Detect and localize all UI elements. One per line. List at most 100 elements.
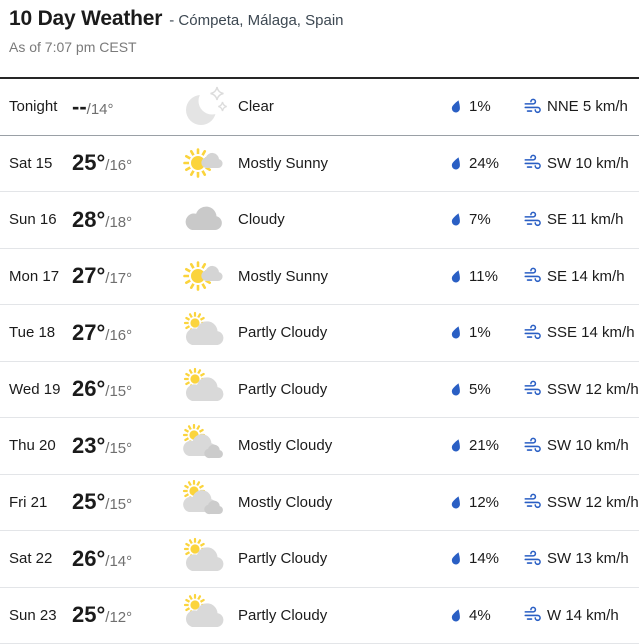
temperature-cell: 27°/16° (72, 320, 180, 346)
wind-gust-icon (523, 380, 541, 398)
wind-value: SE 14 km/h (547, 268, 625, 285)
wind-cell: W 14 km/h (523, 606, 639, 624)
condition-label: Partly Cloudy (228, 607, 450, 624)
high-temp: 25° (72, 489, 105, 514)
wind-gust-icon (523, 324, 541, 342)
forecast-row[interactable]: Thu 20 23°/15° Mostly Cloudy 21% SW 10 k… (0, 418, 639, 475)
wind-cell: SW 10 km/h (523, 437, 639, 455)
forecast-row[interactable]: Sat 15 25°/16° Mostly Sunny 24% SW 10 km… (0, 136, 639, 193)
high-temp: 25° (72, 602, 105, 627)
forecast-row[interactable]: Tue 18 27°/16° Partly Cloudy 1% SSE 14 k… (0, 305, 639, 362)
condition-label: Mostly Cloudy (228, 437, 450, 454)
temperature-cell: 25°/16° (72, 150, 180, 176)
precip-cell: 24% (450, 155, 523, 172)
temperature-cell: 26°/14° (72, 546, 180, 572)
wind-value: SSW 12 km/h (547, 381, 639, 398)
raindrop-icon (450, 99, 463, 114)
precip-percent: 24% (469, 155, 499, 172)
wind-value: W 14 km/h (547, 607, 619, 624)
precip-cell: 4% (450, 607, 523, 624)
high-temp: 26° (72, 546, 105, 571)
precip-percent: 1% (469, 98, 491, 115)
high-temp: 25° (72, 150, 105, 175)
wind-gust-icon (523, 550, 541, 568)
precip-cell: 11% (450, 268, 523, 285)
condition-label: Partly Cloudy (228, 550, 450, 567)
low-temp: /15° (105, 383, 132, 400)
low-temp: /14° (87, 101, 114, 118)
wind-value: SW 10 km/h (547, 437, 629, 454)
precip-percent: 1% (469, 324, 491, 341)
wind-cell: SE 14 km/h (523, 267, 639, 285)
condition-label: Mostly Cloudy (228, 494, 450, 511)
wind-value: SSW 12 km/h (547, 494, 639, 511)
day-label: Tonight (9, 98, 72, 115)
wind-cell: SSE 14 km/h (523, 324, 639, 342)
cloudy-icon (180, 198, 228, 242)
condition-label: Mostly Sunny (228, 268, 450, 285)
wind-gust-icon (523, 211, 541, 229)
raindrop-icon (450, 608, 463, 623)
high-temp: 26° (72, 376, 105, 401)
temperature-cell: --/14° (72, 94, 180, 120)
raindrop-icon (450, 382, 463, 397)
forecast-row[interactable]: Sat 22 26°/14° Partly Cloudy 14% SW 13 k… (0, 531, 639, 588)
wind-gust-icon (523, 437, 541, 455)
high-temp: -- (72, 94, 87, 119)
forecast-row[interactable]: Mon 17 27°/17° Mostly Sunny 11% SE 14 km… (0, 249, 639, 306)
day-label: Mon 17 (9, 268, 72, 285)
partly-cloudy-icon (180, 311, 228, 355)
wind-cell: NNE 5 km/h (523, 98, 639, 116)
day-label: Sun 23 (9, 607, 72, 624)
precip-cell: 1% (450, 324, 523, 341)
high-temp: 23° (72, 433, 105, 458)
wind-cell: SW 13 km/h (523, 550, 639, 568)
day-label: Sun 16 (9, 211, 72, 228)
wind-cell: SE 11 km/h (523, 211, 639, 229)
wind-value: SE 11 km/h (547, 211, 623, 228)
condition-label: Mostly Sunny (228, 155, 450, 172)
forecast-row[interactable]: Tonight --/14° Clear 1% NNE 5 km/h (0, 79, 639, 136)
day-label: Fri 21 (9, 494, 72, 511)
partly-cloudy-icon (180, 537, 228, 581)
high-temp: 27° (72, 263, 105, 288)
as-of-timestamp: As of 7:07 pm CEST (9, 39, 629, 56)
condition-label: Cloudy (228, 211, 450, 228)
day-label: Thu 20 (9, 437, 72, 454)
precip-percent: 5% (469, 381, 491, 398)
forecast-row[interactable]: Fri 21 25°/15° Mostly Cloudy 12% SSW 12 … (0, 475, 639, 532)
temperature-cell: 28°/18° (72, 207, 180, 233)
wind-value: SW 10 km/h (547, 155, 629, 172)
condition-label: Partly Cloudy (228, 381, 450, 398)
temperature-cell: 23°/15° (72, 433, 180, 459)
wind-gust-icon (523, 267, 541, 285)
page-title: 10 Day Weather (9, 5, 162, 32)
wind-cell: SSW 12 km/h (523, 380, 639, 398)
wind-cell: SSW 12 km/h (523, 493, 639, 511)
low-temp: /15° (105, 496, 132, 513)
wind-value: SW 13 km/h (547, 550, 629, 567)
partly-cloudy-icon (180, 593, 228, 637)
raindrop-icon (450, 325, 463, 340)
raindrop-icon (450, 212, 463, 227)
raindrop-icon (450, 551, 463, 566)
partly-cloudy-icon (180, 367, 228, 411)
low-temp: /17° (105, 270, 132, 287)
wind-gust-icon (523, 606, 541, 624)
clear-night-icon (180, 85, 228, 129)
high-temp: 28° (72, 207, 105, 232)
precip-percent: 7% (469, 211, 491, 228)
low-temp: /16° (105, 157, 132, 174)
precip-percent: 21% (469, 437, 499, 454)
low-temp: /14° (105, 553, 132, 570)
forecast-row[interactable]: Wed 19 26°/15° Partly Cloudy 5% SSW 12 k… (0, 362, 639, 419)
forecast-row[interactable]: Sun 16 28°/18° Cloudy 7% SE 11 km/h (0, 192, 639, 249)
day-label: Sat 22 (9, 550, 72, 567)
condition-label: Partly Cloudy (228, 324, 450, 341)
precip-cell: 1% (450, 98, 523, 115)
precip-cell: 7% (450, 211, 523, 228)
location-label: - Cómpeta, Málaga, Spain (169, 12, 343, 29)
raindrop-icon (450, 156, 463, 171)
wind-value: NNE 5 km/h (547, 98, 628, 115)
forecast-row[interactable]: Sun 23 25°/12° Partly Cloudy 4% W 14 km/… (0, 588, 639, 644)
